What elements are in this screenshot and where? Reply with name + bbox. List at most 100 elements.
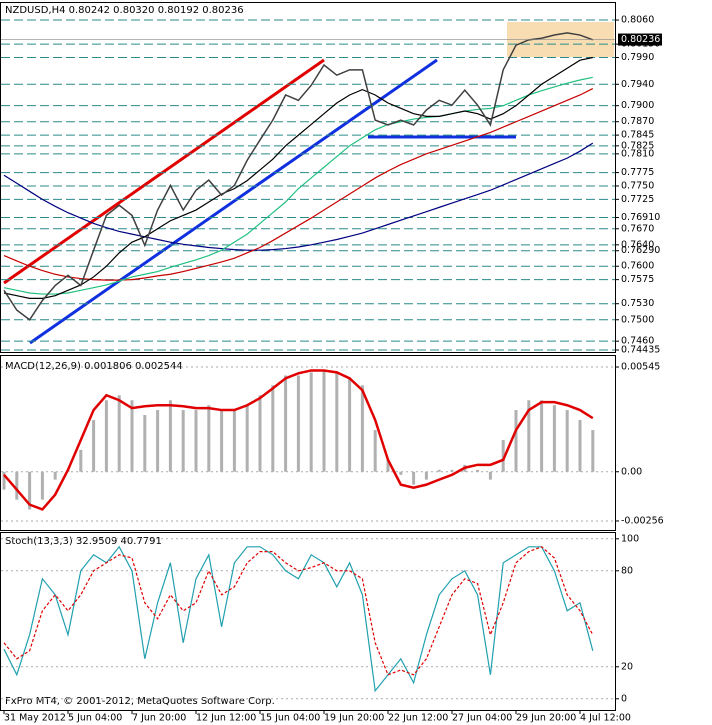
macd-bar [450,469,454,472]
series-line [3,546,594,676]
macd-bar [271,385,275,472]
series-line [3,32,594,321]
channel-lower [29,58,438,345]
y-tick-label: 80 [621,565,633,576]
macd-bar [296,375,300,472]
macd-bar [565,410,569,472]
x-tick-label: 31 May 2012 [4,713,66,724]
macd-bar [322,370,326,472]
x-tick-label: 29 Jun 20:00 [516,713,576,724]
series-line [3,56,593,299]
macd-bar [552,405,556,472]
price-title: NZDUSD,H4 0.80242 0.80320 0.80192 0.8023… [5,5,244,16]
price-panel [0,2,616,353]
y-tick-label: 0.7810 [621,148,654,159]
macd-bar [284,375,288,472]
x-tick-label: 27 Jun 04:00 [452,713,512,724]
macd-bar [40,471,44,500]
y-tick-label: 0.7600 [621,261,654,272]
macd-bar [412,471,416,485]
y-tick-label: 0.7845 [621,130,654,141]
y-tick-label: 0 [621,693,627,704]
macd-bar [514,410,518,472]
y-tick-label: 0.7575 [621,274,654,285]
y-tick-label: 0.7940 [621,79,654,90]
macd-bar [168,400,172,472]
x-tick-label: 12 Jun 12:00 [196,713,256,724]
macd-bar [79,449,83,472]
macd-bar [53,471,57,480]
last-price-label: 0.80236 [621,34,660,45]
macd-bar [117,395,121,472]
macd-bar [437,469,441,472]
macd-bar [476,469,480,472]
macd-bar [501,440,505,472]
macd-bar [591,430,595,472]
y-tick-label: 0.7870 [621,116,654,127]
macd-bar [386,459,390,472]
stoch-title: Stoch(13,3,3) 32.9509 40.7791 [5,536,162,547]
macd-bar [399,471,403,475]
y-tick-label: -0.00256 [621,515,664,526]
macd-bar [360,385,364,472]
y-tick-label: 0.76290 [621,245,660,256]
macd-bar [92,420,96,472]
macd-bar [335,372,339,472]
macd-bar [220,410,224,472]
last-price-box [618,33,662,46]
y-tick-label: 0.7530 [621,298,654,309]
macd-bar [130,400,134,472]
y-tick-label: 0.7460 [621,336,654,347]
y-tick-label: 20 [621,661,633,672]
x-tick-label: 15 Jun 04:00 [260,713,320,724]
y-tick-label: 0.00545 [621,361,660,372]
series-line [3,369,594,511]
y-tick-label: 0.7750 [621,180,654,191]
y-tick-label: 0.7990 [621,52,654,63]
macd-title: MACD(12,26,9) 0.001806 0.002544 [5,361,183,372]
channel-upper [3,58,325,285]
y-tick-label: 0.7640 [621,239,654,250]
x-tick-label: 19 Jun 20:00 [324,713,384,724]
y-tick-label: 0.7500 [621,314,654,325]
macd-bar [194,410,198,472]
footer: FxPro MT4, © 2001-2012, MetaQuotes Softw… [5,696,275,707]
macd-bar [578,420,582,472]
macd-bar [28,471,32,510]
macd-bar [309,372,313,472]
y-tick-label: 0.7900 [621,100,654,111]
macd-bar [143,415,147,472]
series-line [3,88,594,281]
macd-bar [156,410,160,472]
series-line [3,545,594,693]
y-tick-label: 0.7775 [621,167,654,178]
x-tick-label: 4 Jul 12:00 [580,713,631,724]
macd-bar [373,430,377,472]
macd-bar [527,400,531,472]
y-tick-label: 0.76910 [621,212,660,223]
y-tick-label: 0.00 [621,466,642,477]
y-tick-label: 0.8060 [621,15,654,26]
macd-bar [424,471,428,480]
macd-bar [15,471,19,500]
macd-bar [104,400,108,472]
macd-panel [0,355,616,531]
macd-bar [348,378,352,472]
y-tick-label: 0.7825 [621,140,654,151]
macd-bar [181,410,185,472]
x-tick-label: 22 Jun 12:00 [388,713,448,724]
macd-bar [540,400,544,472]
y-tick-label: 100 [621,533,639,544]
macd-bar [488,471,492,480]
y-tick-label: 0.74435 [621,345,660,356]
macd-bar [232,410,236,472]
y-tick-label: 0.7725 [621,194,654,205]
macd-bar [245,405,249,472]
stoch-panel [0,532,616,711]
macd-bar [207,405,211,472]
x-tick-label: 5 Jun 04:00 [68,713,122,724]
macd-bar [2,471,6,490]
macd-bar [258,395,262,472]
y-tick-label: 0.7670 [621,223,654,234]
